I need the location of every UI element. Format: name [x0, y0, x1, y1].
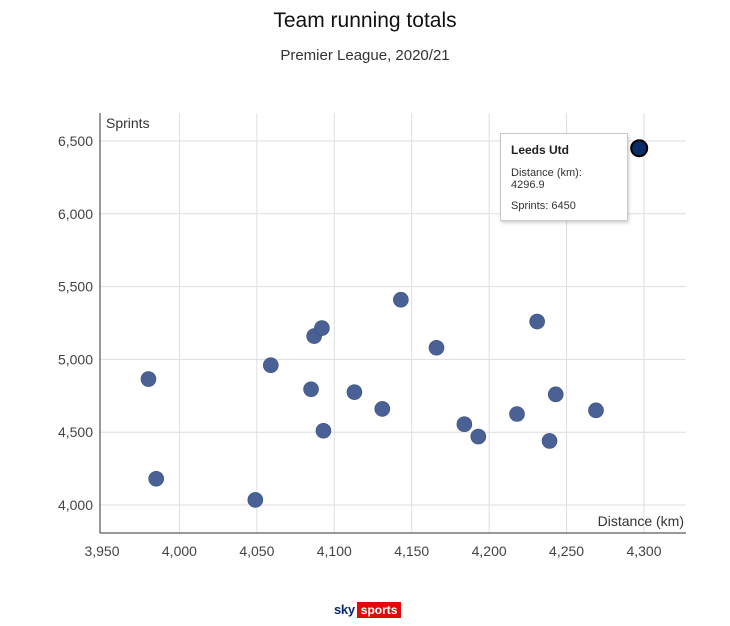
- y-tick-label: 6,000: [58, 206, 93, 222]
- x-tick-label: 3,950: [84, 543, 119, 559]
- x-tick-label: 4,100: [317, 543, 352, 559]
- data-point[interactable]: [547, 386, 564, 403]
- x-tick-label: 4,000: [162, 543, 197, 559]
- y-tick-label: 4,000: [58, 497, 93, 513]
- data-point-highlighted[interactable]: [630, 139, 649, 158]
- data-point[interactable]: [588, 402, 604, 419]
- logo-sky-text: sky: [334, 602, 355, 617]
- data-point[interactable]: [374, 401, 391, 417]
- data-point[interactable]: [470, 428, 487, 445]
- y-tick-labels: 4,000 4,500 5,000 5,500 6,000 6,500: [58, 133, 93, 513]
- x-tick-label: 4,300: [626, 543, 661, 559]
- chart-subtitle: Premier League, 2020/21: [280, 47, 450, 64]
- chart-title: Team running totals: [273, 9, 457, 32]
- x-axis-title: Distance (km): [598, 513, 684, 529]
- y-tick-label: 5,500: [58, 279, 93, 295]
- gridlines: [100, 113, 686, 533]
- data-point[interactable]: [303, 381, 319, 398]
- y-tick-label: 5,000: [58, 351, 93, 367]
- x-tick-label: 4,200: [472, 543, 507, 559]
- data-point[interactable]: [393, 291, 409, 308]
- logo-sports-text: sports: [356, 601, 402, 618]
- y-axis-title: Sprints: [106, 115, 150, 131]
- tooltip-distance: Distance (km): 4296.9: [511, 167, 582, 191]
- x-tick-label: 4,150: [394, 543, 429, 559]
- tooltip-team-name: Leeds Utd: [511, 143, 570, 157]
- sky-sports-logo: sky sports: [334, 601, 402, 618]
- data-point[interactable]: [346, 384, 363, 400]
- y-tick-label: 6,500: [58, 133, 93, 149]
- tooltip-sprints: Sprints: 6450: [511, 200, 576, 212]
- data-point[interactable]: [148, 470, 164, 487]
- x-tick-label: 4,250: [549, 543, 584, 559]
- data-point[interactable]: [509, 406, 525, 422]
- data-point[interactable]: [262, 357, 279, 374]
- data-point[interactable]: [315, 422, 332, 439]
- data-point[interactable]: [529, 313, 545, 330]
- data-point[interactable]: [140, 371, 157, 387]
- data-points: [140, 139, 649, 508]
- x-tick-label: 4,050: [239, 543, 274, 559]
- data-point[interactable]: [541, 433, 558, 449]
- data-point[interactable]: [428, 339, 445, 356]
- data-point[interactable]: [247, 492, 264, 508]
- data-point[interactable]: [314, 320, 330, 336]
- x-tick-labels: 3,950 4,000 4,050 4,100 4,150 4,200 4,250 4,300: [84, 543, 661, 559]
- data-point[interactable]: [456, 416, 473, 432]
- tooltip: Leeds Utd Distance (km): 4296.9 Sprints:…: [500, 133, 628, 221]
- y-tick-label: 4,500: [58, 424, 93, 440]
